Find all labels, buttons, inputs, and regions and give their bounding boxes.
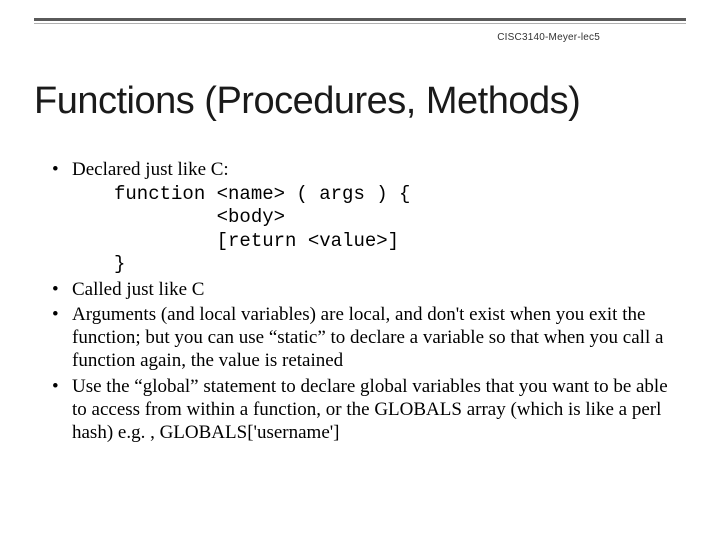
- bullet-item: Called just like C: [52, 278, 676, 301]
- bullet-item: Declared just like C: function <name> ( …: [52, 158, 676, 276]
- header-rule-thick: [34, 18, 686, 21]
- bullet-item: Arguments (and local variables) are loca…: [52, 303, 676, 373]
- slide-body: Declared just like C: function <name> ( …: [52, 158, 676, 446]
- bullet-text: Declared just like C:: [72, 159, 229, 180]
- header-rule-thin: [34, 23, 686, 24]
- course-tag: CISC3140-Meyer-lec5: [497, 32, 600, 43]
- bullet-list: Declared just like C: function <name> ( …: [52, 158, 676, 444]
- bullet-item: Use the “global” statement to declare gl…: [52, 375, 676, 445]
- bullet-text: Use the “global” statement to declare gl…: [72, 376, 668, 443]
- bullet-text: Called just like C: [72, 279, 204, 300]
- code-block: function <name> ( args ) { <body> [retur…: [114, 183, 676, 276]
- slide-title: Functions (Procedures, Methods): [34, 80, 686, 123]
- bullet-text: Arguments (and local variables) are loca…: [72, 304, 663, 371]
- header-rule: [34, 18, 686, 26]
